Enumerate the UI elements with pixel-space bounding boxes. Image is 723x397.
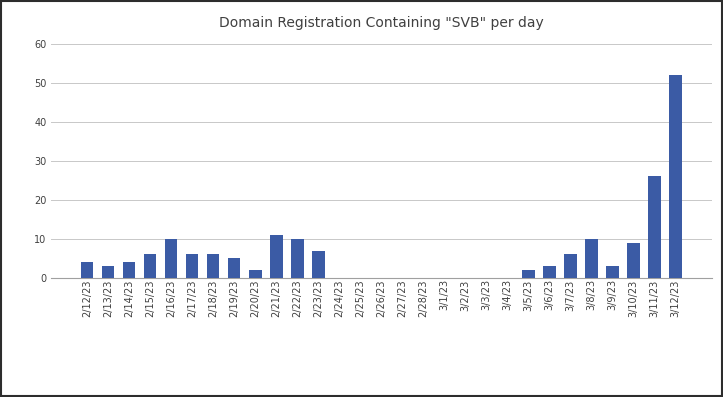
- Bar: [543, 266, 556, 278]
- Bar: [628, 243, 640, 278]
- Bar: [102, 266, 114, 278]
- Bar: [649, 176, 661, 278]
- Bar: [207, 254, 220, 278]
- Bar: [270, 235, 283, 278]
- Bar: [565, 254, 577, 278]
- Bar: [669, 75, 682, 278]
- Bar: [522, 270, 535, 278]
- Bar: [607, 266, 619, 278]
- Bar: [586, 239, 598, 278]
- Bar: [144, 254, 156, 278]
- Bar: [186, 254, 198, 278]
- Bar: [228, 258, 241, 278]
- Bar: [249, 270, 262, 278]
- Bar: [291, 239, 304, 278]
- Bar: [123, 262, 135, 278]
- Bar: [312, 251, 325, 278]
- Bar: [81, 262, 93, 278]
- Title: Domain Registration Containing "SVB" per day: Domain Registration Containing "SVB" per…: [219, 16, 544, 31]
- Bar: [165, 239, 177, 278]
